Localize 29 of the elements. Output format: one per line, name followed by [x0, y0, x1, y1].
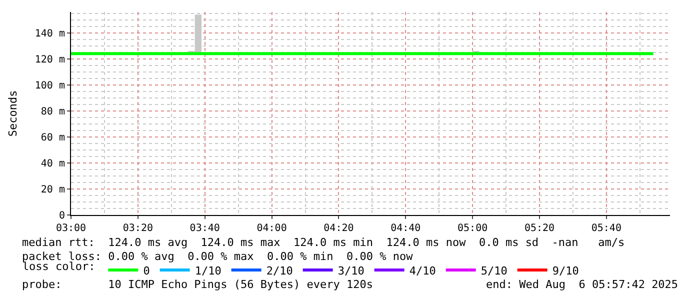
y-tick-label: 40 m [40, 158, 65, 170]
legend-label: 0 [143, 264, 150, 278]
legend-label: 2/10 [266, 264, 293, 278]
y-tick-label: 120 m [34, 54, 65, 66]
x-tick-label: 05:40 [591, 223, 622, 234]
x-tick-label: 05:00 [458, 223, 488, 234]
x-tick-label: 03:20 [122, 223, 153, 234]
x-tick-label: 03:00 [56, 223, 86, 234]
text: end: Wed Aug 6 05:57:42 2025 [486, 278, 678, 291]
y-tick-label: 140 m [34, 28, 65, 40]
y-axis-title: Seconds [6, 90, 20, 137]
y-tick-label: 100 m [34, 80, 65, 92]
legend-label: 1/10 [194, 264, 222, 278]
y-tick-label: 20 m [40, 184, 65, 196]
x-tick-label: 04:00 [256, 223, 287, 234]
x-tick-label: 03:40 [190, 223, 220, 234]
legend-label: 9/10 [552, 264, 579, 278]
text: probe: 10 ICMP Echo Pings (56 Bytes) every 120s [22, 278, 373, 291]
y-tick-label: 0 [58, 210, 65, 222]
legend-label: 4/10 [409, 264, 436, 278]
x-tick-label: 04:20 [324, 223, 354, 234]
legend-label: 3/10 [338, 264, 364, 278]
x-tick-label: 04:40 [390, 223, 421, 234]
legend-label: 5/10 [480, 264, 508, 278]
x-tick-label: 05:20 [524, 223, 555, 234]
y-tick-label: 80 m [40, 106, 65, 118]
text: median rtt: 124.0 ms avg 124.0 ms max 124.0 ms min 124.0 ms now 0.0 ms sd -nan am/s [22, 236, 625, 249]
text: packet loss: 0.00 % avg 0.00 % max 0.00 % min 0.00 % now [22, 250, 414, 263]
y-tick-label: 60 m [40, 132, 65, 144]
